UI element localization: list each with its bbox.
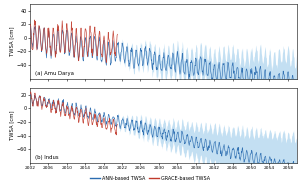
Text: (a) Amu Darya: (a) Amu Darya (35, 71, 74, 76)
Legend: ANN-based TWSA, GRACE-based TWSA: ANN-based TWSA, GRACE-based TWSA (88, 174, 212, 183)
Y-axis label: TWSA [cm]: TWSA [cm] (10, 26, 15, 56)
Y-axis label: TWSA [cm]: TWSA [cm] (10, 110, 15, 140)
Text: (b) Indus: (b) Indus (35, 155, 59, 160)
